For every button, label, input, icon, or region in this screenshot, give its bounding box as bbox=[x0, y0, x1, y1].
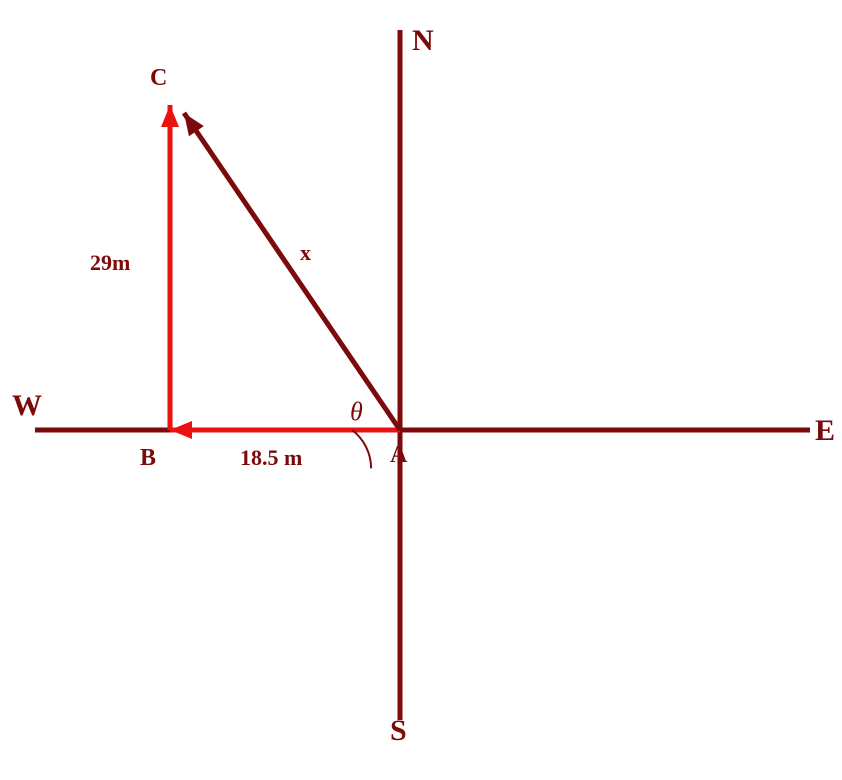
point-b-label: B bbox=[140, 445, 156, 471]
compass-s: S bbox=[390, 714, 407, 747]
point-a-label: A bbox=[390, 442, 408, 468]
compass-w: W bbox=[12, 389, 42, 422]
vector-ab-label: 18.5 m bbox=[240, 445, 302, 470]
angle-theta-label: θ bbox=[350, 397, 363, 426]
compass-n: N bbox=[412, 24, 434, 57]
compass-e: E bbox=[815, 414, 835, 447]
point-c-label: C bbox=[150, 65, 167, 91]
vector-bc-label: 29m bbox=[90, 250, 130, 275]
canvas-bg bbox=[0, 0, 842, 780]
vector-ac-label: x bbox=[300, 240, 311, 265]
